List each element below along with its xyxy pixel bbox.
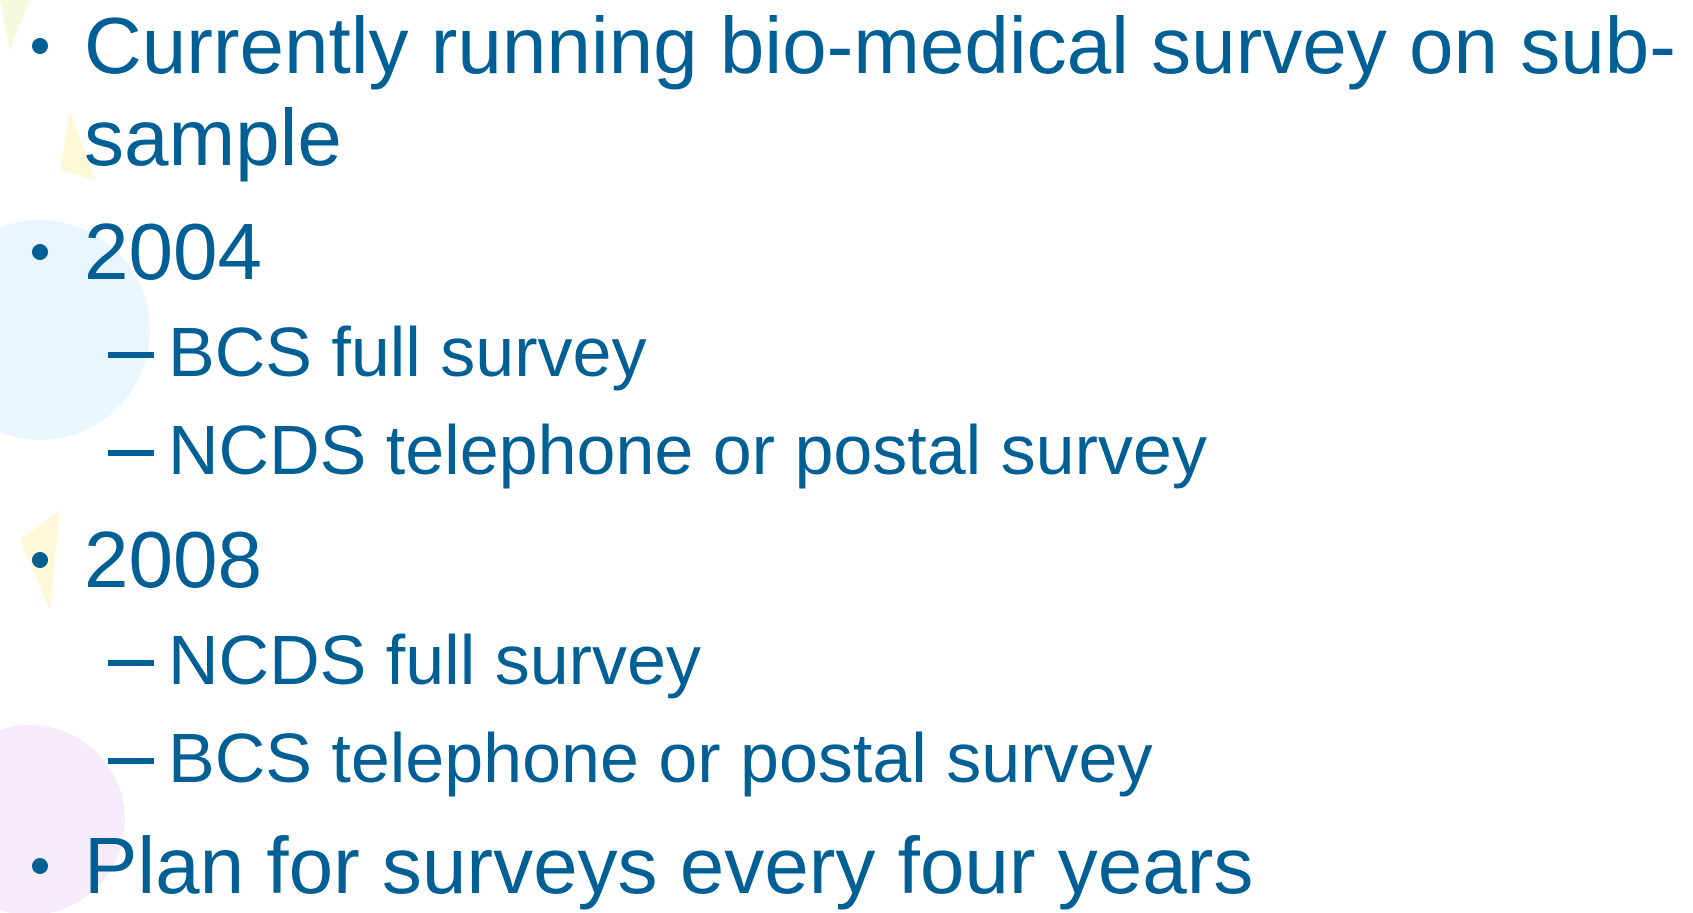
bullet-marker: [32, 244, 48, 260]
dash-marker: [108, 450, 154, 456]
dash-marker: [108, 758, 154, 764]
dash-marker: [108, 660, 154, 666]
sub-bullet-text: BCS full survey: [168, 312, 646, 392]
sub-bullet-text: BCS telephone or postal survey: [168, 718, 1152, 798]
bullet-marker: [32, 858, 48, 874]
decor-shape: [0, 0, 30, 50]
sub-bullet-text: NCDS full survey: [168, 620, 701, 700]
dash-marker: [108, 352, 154, 358]
bullet-marker: [32, 38, 48, 54]
bullet-text: 2004: [84, 206, 1684, 298]
slide: Currently running bio-medical survey on …: [0, 0, 1693, 913]
bullet-text: Plan for surveys every four years: [84, 820, 1684, 912]
bullet-text: 2008: [84, 514, 1684, 606]
sub-bullet-text: NCDS telephone or postal survey: [168, 410, 1207, 490]
bullet-marker: [32, 552, 48, 568]
bullet-text: Currently running bio-medical survey on …: [84, 0, 1684, 184]
